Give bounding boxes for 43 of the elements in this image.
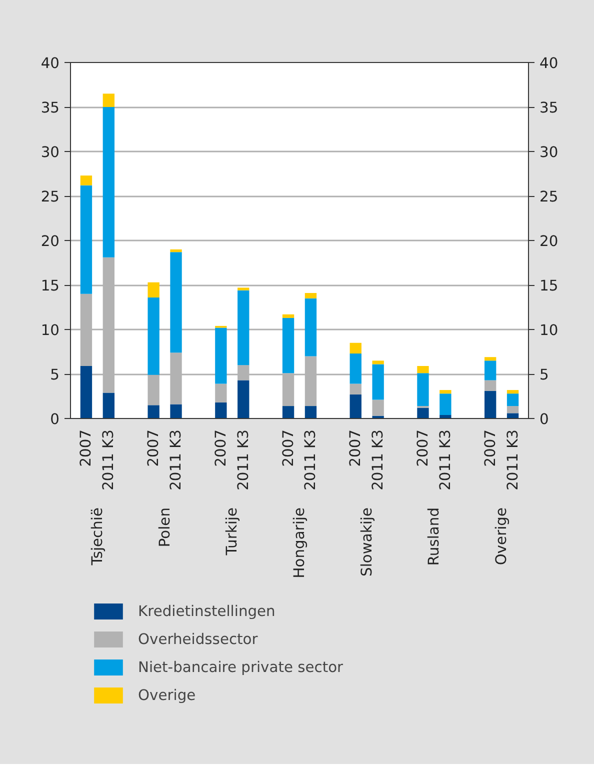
y-tick-label: 30 xyxy=(40,144,60,161)
x-tick-label: 2011 K3 xyxy=(504,429,522,490)
y-tick-label: 25 xyxy=(40,188,60,206)
y-tick-label: 10 xyxy=(40,322,60,339)
y-tick-label: 5 xyxy=(50,366,60,384)
y-tick-label: 0 xyxy=(50,411,60,428)
y2-tick-label: 40 xyxy=(540,55,558,72)
y2-tick-label: 0 xyxy=(540,411,549,428)
y2-tick-label: 20 xyxy=(540,233,558,250)
text: Slowakije xyxy=(358,507,376,576)
y-tick-label: 15 xyxy=(40,278,60,294)
x-tick-label: 2007 xyxy=(414,429,432,467)
text: Hongarije xyxy=(291,508,308,578)
x-tick-label: 2011 K3 xyxy=(436,429,454,490)
text: Rusland xyxy=(426,507,443,566)
x-tick-label: 2007 xyxy=(482,429,499,467)
text: Overige xyxy=(493,507,510,566)
x-tick-label: 2011 K3 xyxy=(168,429,185,490)
x-tick-label: 2007 xyxy=(145,429,162,467)
y-tick-label: 40 xyxy=(40,55,60,72)
y2-tick-label: 25 xyxy=(540,188,558,206)
x-tick-label: 2011 K3 xyxy=(234,429,252,490)
y2-tick-label: 5 xyxy=(540,366,549,384)
x-tick-label: 2011 K3 xyxy=(370,429,387,490)
x-tick-label: 2011 K3 xyxy=(100,429,118,490)
legend-label: Kredietinstellingen xyxy=(138,602,276,620)
y2-tick-label: 35 xyxy=(540,100,558,116)
x-tick-label: 2011 K3 xyxy=(302,429,320,490)
y-tick-label: 35 xyxy=(40,100,60,116)
text: Polen xyxy=(156,507,174,548)
legend-label: Niet-bancaire private sector xyxy=(138,658,344,676)
legend-label: Overige xyxy=(138,686,196,704)
y2-tick-label: 15 xyxy=(540,278,558,294)
y2-tick-label: 30 xyxy=(540,144,558,161)
x-tick-label: 2007 xyxy=(280,429,297,467)
x-tick-label: 2007 xyxy=(347,429,364,467)
text: Turkije xyxy=(224,507,241,556)
text: Tsjechië xyxy=(88,508,106,566)
x-tick-label: 2007 xyxy=(212,429,230,467)
y-tick-label: 20 xyxy=(40,233,60,250)
legend-label: Overheidssector xyxy=(138,630,258,648)
y2-tick-label: 10 xyxy=(540,322,558,339)
x-tick-label: 2007 xyxy=(78,429,95,467)
